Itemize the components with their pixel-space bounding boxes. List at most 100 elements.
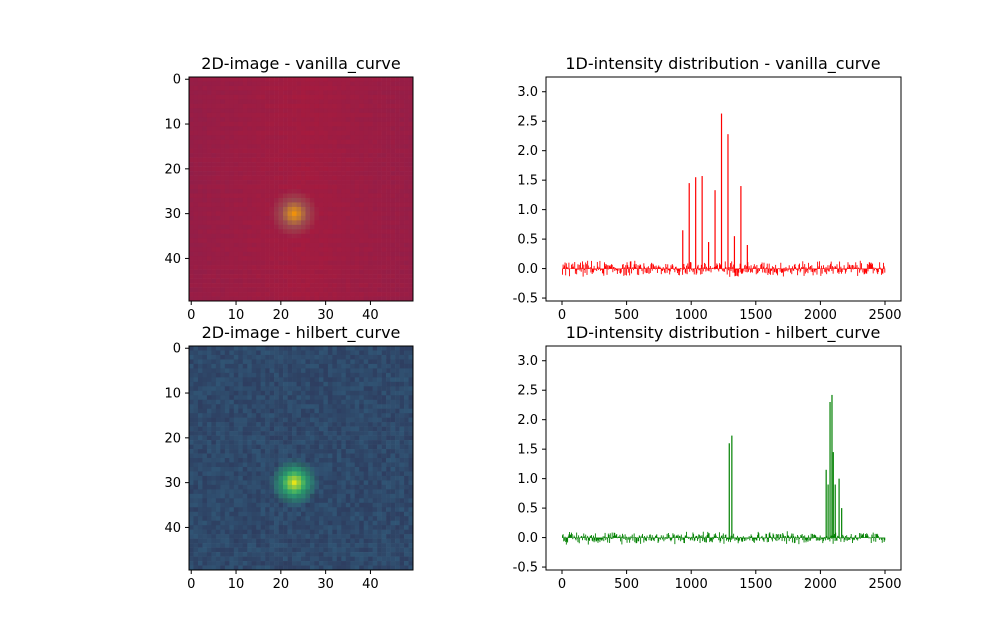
heatmap-cell	[287, 121, 293, 127]
heatmap-cell	[368, 126, 373, 132]
heatmap-cell	[368, 404, 373, 410]
heatmap-cell	[318, 256, 324, 261]
heatmap-cell	[229, 372, 235, 378]
heatmap-cell	[193, 395, 199, 401]
heatmap-cell	[336, 493, 342, 499]
heatmap-cell	[404, 211, 409, 217]
heatmap-cell	[363, 413, 369, 418]
heatmap-cell	[408, 372, 414, 378]
heatmap-cell	[314, 449, 320, 454]
heatmap-cell	[372, 493, 378, 499]
heatmap-cell	[287, 184, 293, 190]
heatmap-cell	[269, 247, 275, 253]
heatmap-cell	[224, 94, 230, 100]
heatmap-cell	[202, 260, 208, 266]
heatmap-cell	[332, 386, 338, 392]
bar	[827, 265, 829, 269]
heatmap-cell	[238, 117, 244, 123]
heatmap-cell	[395, 453, 400, 459]
heatmap-cell	[350, 471, 356, 477]
heatmap-cell	[206, 148, 212, 154]
heatmap-cell	[193, 180, 199, 185]
heatmap-cell	[233, 413, 239, 418]
heatmap-cell	[238, 77, 244, 82]
heatmap-cell	[336, 260, 342, 266]
heatmap-cell	[363, 395, 369, 401]
bar	[656, 268, 658, 273]
heatmap-cell	[242, 215, 248, 221]
heatmap-cell	[274, 413, 279, 418]
heatmap-cell	[377, 422, 382, 427]
heatmap-cell	[345, 265, 351, 270]
heatmap-cell	[305, 175, 311, 181]
heatmap-cell	[305, 395, 311, 401]
heatmap-cell	[206, 238, 212, 244]
heatmap-cell	[363, 157, 369, 163]
heatmap-cell	[404, 466, 409, 472]
heatmap-cell	[363, 256, 369, 261]
heatmap-cell	[354, 431, 360, 436]
bar	[871, 264, 873, 269]
heatmap-cell	[269, 175, 275, 181]
heatmap-cell	[292, 363, 297, 369]
heatmap-cell	[395, 81, 400, 87]
heatmap-cell	[350, 77, 356, 82]
heatmap-cell	[332, 395, 338, 401]
heatmap-cell	[404, 157, 409, 163]
heatmap-cell	[238, 184, 244, 190]
heatmap-cell	[318, 260, 324, 266]
heatmap-cell	[233, 399, 239, 405]
heatmap-cell	[327, 148, 333, 154]
heatmap-cell	[327, 287, 333, 293]
heatmap-cell	[189, 229, 194, 235]
bar	[590, 268, 592, 273]
heatmap-cell	[305, 372, 311, 378]
heatmap-cell	[381, 162, 387, 167]
heatmap-cell	[278, 444, 284, 450]
heatmap-cell	[238, 511, 244, 517]
heatmap-cell	[224, 498, 230, 504]
heatmap-cell	[269, 112, 275, 118]
heatmap-cell	[292, 85, 297, 91]
x-tick-label: 0	[558, 308, 566, 323]
heatmap-cell	[381, 77, 387, 82]
heatmap-cell	[283, 489, 288, 495]
heatmap-cell	[408, 292, 414, 297]
heatmap-cell	[292, 359, 297, 365]
heatmap-cell	[256, 466, 261, 472]
heatmap-cell	[323, 229, 329, 235]
heatmap-cell	[305, 144, 311, 149]
heatmap-cell	[305, 278, 311, 284]
heatmap-cell	[238, 260, 244, 266]
bar	[661, 268, 663, 271]
heatmap-cell	[189, 81, 194, 87]
heatmap-cell	[395, 85, 400, 91]
heatmap-cell	[211, 444, 217, 450]
heatmap-cell	[265, 296, 270, 302]
heatmap-cell	[229, 180, 235, 185]
heatmap-cell	[274, 274, 279, 279]
heatmap-cell	[359, 283, 365, 288]
heatmap-cell	[372, 480, 378, 486]
heatmap-cell	[318, 139, 324, 145]
heatmap-cell	[341, 287, 347, 293]
heatmap-cell	[211, 462, 217, 468]
heatmap-cell	[247, 359, 253, 365]
heatmap-cell	[372, 386, 378, 392]
heatmap-cell	[189, 363, 194, 369]
y-tick-label: 2.5	[517, 115, 538, 130]
heatmap-cell	[296, 422, 302, 427]
bar	[716, 263, 718, 269]
heatmap-cell	[345, 471, 351, 477]
heatmap-cell	[224, 81, 230, 87]
heatmap-cell	[408, 148, 414, 154]
heatmap-cell	[354, 144, 360, 149]
heatmap-cell	[377, 265, 382, 270]
bar	[602, 268, 604, 274]
heatmap-cell	[292, 103, 297, 109]
heatmap-cell	[390, 256, 396, 261]
heatmap-cell	[336, 224, 342, 230]
heatmap-cell	[359, 215, 365, 221]
heatmap-cell	[399, 471, 405, 477]
heatmap-cell	[256, 408, 261, 414]
